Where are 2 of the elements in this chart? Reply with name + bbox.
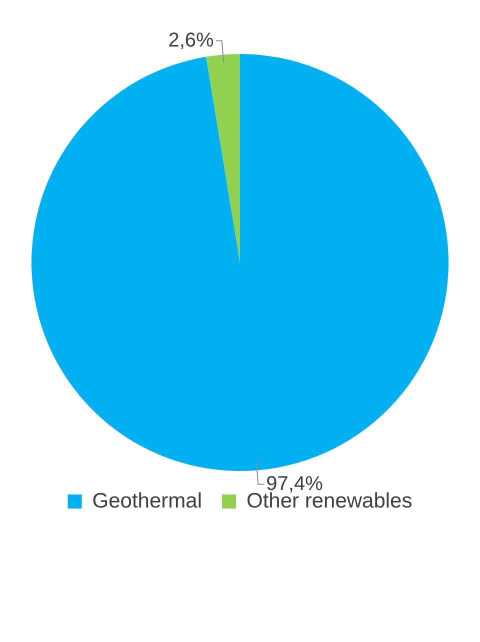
- data-label: 2,6%: [168, 29, 214, 52]
- legend-label: Geothermal: [92, 489, 202, 512]
